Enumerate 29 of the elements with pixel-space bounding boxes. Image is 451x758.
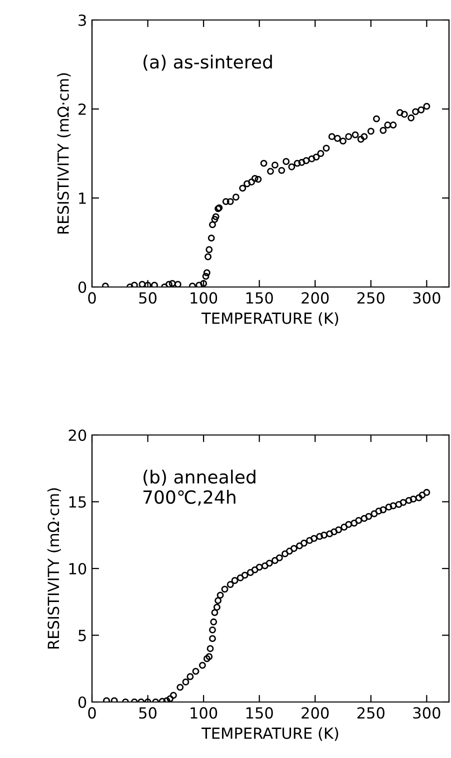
x-axis-title: TEMPERATURE (K) — [202, 727, 338, 741]
y-axis-title: RESISTIVITY (mΩ·cm) — [47, 488, 61, 649]
y-tick-label: 0 — [78, 281, 86, 294]
y-axis-title: RESISTIVITY (mΩ·cm) — [57, 73, 71, 234]
x-tick-label: 300 — [413, 707, 440, 719]
x-tick-label: 150 — [246, 292, 273, 304]
x-tick-label: 50 — [139, 292, 156, 304]
annotation: (b) annealed 700℃,24h — [143, 470, 256, 506]
x-tick-label: 100 — [190, 292, 218, 304]
x-tick-label: 150 — [246, 707, 273, 719]
x-tick-label: 300 — [413, 292, 440, 304]
x-tick-label: 100 — [190, 707, 218, 719]
x-axis-title: TEMPERATURE (K) — [202, 312, 338, 326]
y-tick-label: 20 — [68, 429, 86, 442]
y-tick-label: 1 — [79, 192, 86, 204]
y-tick-label: 2 — [78, 103, 86, 115]
y-tick-label: 15 — [69, 496, 86, 508]
annotation: (a) as-sintered — [144, 54, 272, 71]
x-tick-label: 50 — [139, 707, 156, 719]
y-tick-label: 5 — [78, 630, 86, 642]
x-tick-label: 200 — [302, 292, 329, 304]
y-tick-label: 3 — [78, 14, 86, 26]
x-tick-label: 0 — [88, 707, 96, 719]
y-tick-label: 10 — [69, 562, 86, 575]
y-tick-label: 0 — [78, 696, 86, 708]
x-tick-label: 200 — [302, 707, 329, 719]
x-tick-label: 0 — [88, 292, 96, 304]
x-tick-label: 250 — [357, 707, 384, 719]
x-tick-label: 250 — [357, 292, 384, 304]
